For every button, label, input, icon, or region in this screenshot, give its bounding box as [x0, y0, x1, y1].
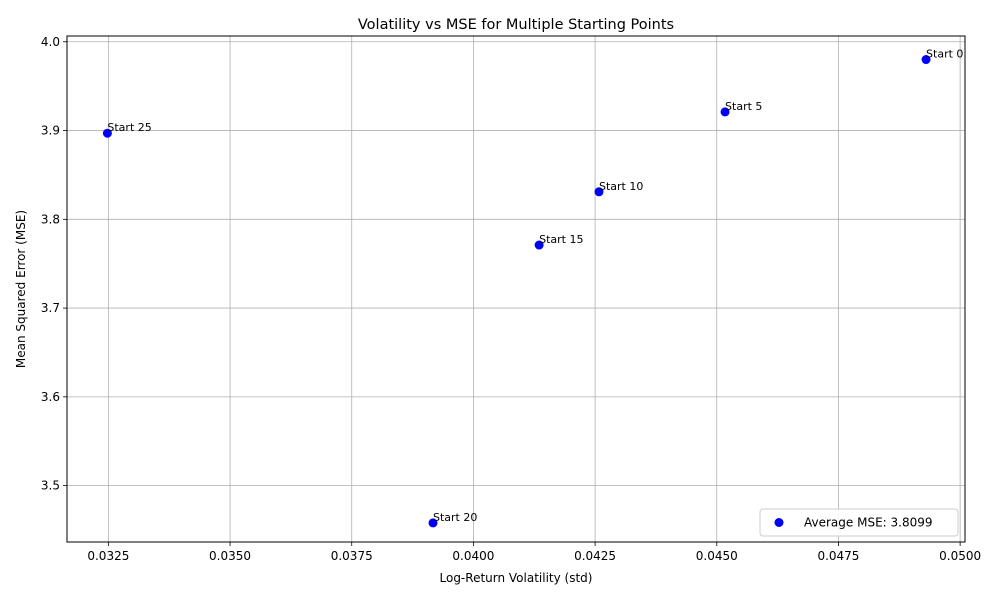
data-point-label: Start 0 [926, 48, 963, 61]
legend-marker [774, 518, 784, 527]
x-axis-ticks: 0.0325 0.0350 0.0375 0.0400 0.0425 0.0450 0.04… [87, 542, 981, 563]
y-tick-label: 4.0 [41, 35, 60, 49]
y-tick-label: 3.6 [41, 390, 60, 404]
legend-entry: Average MSE: 3.8099 [804, 516, 933, 530]
data-point [594, 187, 604, 197]
x-tick-label: 0.0325 [87, 549, 129, 563]
y-tick-label: 3.5 [41, 479, 60, 493]
data-point-label: Start 15 [539, 233, 583, 246]
data-point-label: Start 25 [107, 121, 151, 134]
x-tick-label: 0.0425 [574, 549, 616, 563]
x-tick-label: 0.0375 [331, 549, 373, 563]
data-point-label: Start 20 [433, 511, 477, 524]
grid [67, 36, 965, 542]
legend: Average MSE: 3.8099 [759, 508, 959, 537]
legend-box [759, 508, 959, 537]
x-tick-label: 0.0475 [817, 549, 859, 563]
y-tick-label: 3.8 [41, 212, 60, 226]
y-axis-label: Mean Squared Error (MSE) [14, 210, 28, 368]
data-point [921, 55, 931, 65]
data-point [102, 128, 112, 138]
y-axis-ticks: 3.5 3.6 3.7 3.8 3.9 4.0 [41, 35, 67, 493]
data-point-label: Start 10 [599, 180, 643, 193]
x-tick-label: 0.0350 [209, 549, 251, 563]
y-tick-label: 3.9 [41, 124, 60, 138]
data-point [428, 518, 438, 528]
plot-frame [66, 35, 966, 543]
x-tick-label: 0.0500 [939, 549, 981, 563]
data-point [534, 240, 544, 250]
data-point-label: Start 5 [725, 100, 762, 113]
y-tick-label: 3.7 [41, 301, 60, 315]
x-axis-label: Log-Return Volatility (std) [440, 571, 593, 585]
data-points: Start 0 Start 5 Start 10 Start 15 Start 20 St… [102, 48, 963, 528]
chart-title: Volatility vs MSE for Multiple Starting … [358, 17, 674, 33]
x-tick-label: 0.0400 [452, 549, 494, 563]
data-point [720, 107, 730, 117]
x-tick-label: 0.0450 [696, 549, 738, 563]
